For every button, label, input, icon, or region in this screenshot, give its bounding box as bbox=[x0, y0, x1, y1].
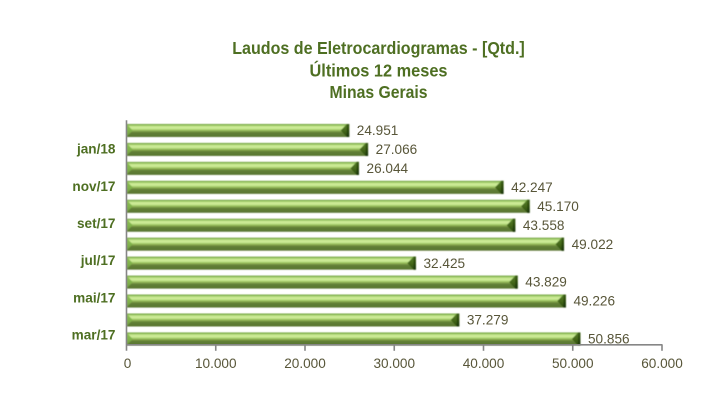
svg-text:Últimos 12 meses: Últimos 12 meses bbox=[310, 60, 448, 80]
svg-text:20.000: 20.000 bbox=[284, 356, 326, 371]
svg-text:jan/18: jan/18 bbox=[76, 142, 116, 157]
svg-text:43.829: 43.829 bbox=[525, 275, 567, 290]
svg-text:26.044: 26.044 bbox=[367, 161, 409, 176]
svg-text:42.247: 42.247 bbox=[511, 180, 553, 195]
svg-text:50.000: 50.000 bbox=[552, 356, 594, 371]
svg-text:set/17: set/17 bbox=[77, 216, 116, 231]
svg-text:jul/17: jul/17 bbox=[80, 253, 116, 268]
svg-text:37.279: 37.279 bbox=[467, 313, 509, 328]
svg-text:43.558: 43.558 bbox=[523, 218, 565, 233]
svg-text:mar/17: mar/17 bbox=[72, 328, 116, 343]
svg-text:49.226: 49.226 bbox=[573, 294, 615, 309]
svg-text:32.425: 32.425 bbox=[423, 256, 465, 271]
svg-text:49.022: 49.022 bbox=[572, 237, 614, 252]
svg-text:60.000: 60.000 bbox=[641, 356, 683, 371]
svg-text:Minas Gerais: Minas Gerais bbox=[330, 82, 428, 102]
svg-text:50.856: 50.856 bbox=[588, 332, 630, 347]
svg-text:24.951: 24.951 bbox=[357, 123, 399, 138]
svg-text:mai/17: mai/17 bbox=[73, 290, 115, 305]
svg-text:40.000: 40.000 bbox=[463, 356, 505, 371]
svg-text:10.000: 10.000 bbox=[195, 356, 237, 371]
svg-text:nov/17: nov/17 bbox=[72, 179, 115, 194]
svg-text:30.000: 30.000 bbox=[373, 356, 415, 371]
svg-text:45.170: 45.170 bbox=[537, 199, 579, 214]
svg-text:Laudos de Eletrocardiogramas -: Laudos de Eletrocardiogramas - [Qtd.] bbox=[232, 38, 525, 58]
svg-text:27.066: 27.066 bbox=[376, 142, 418, 157]
svg-text:0: 0 bbox=[124, 356, 132, 371]
